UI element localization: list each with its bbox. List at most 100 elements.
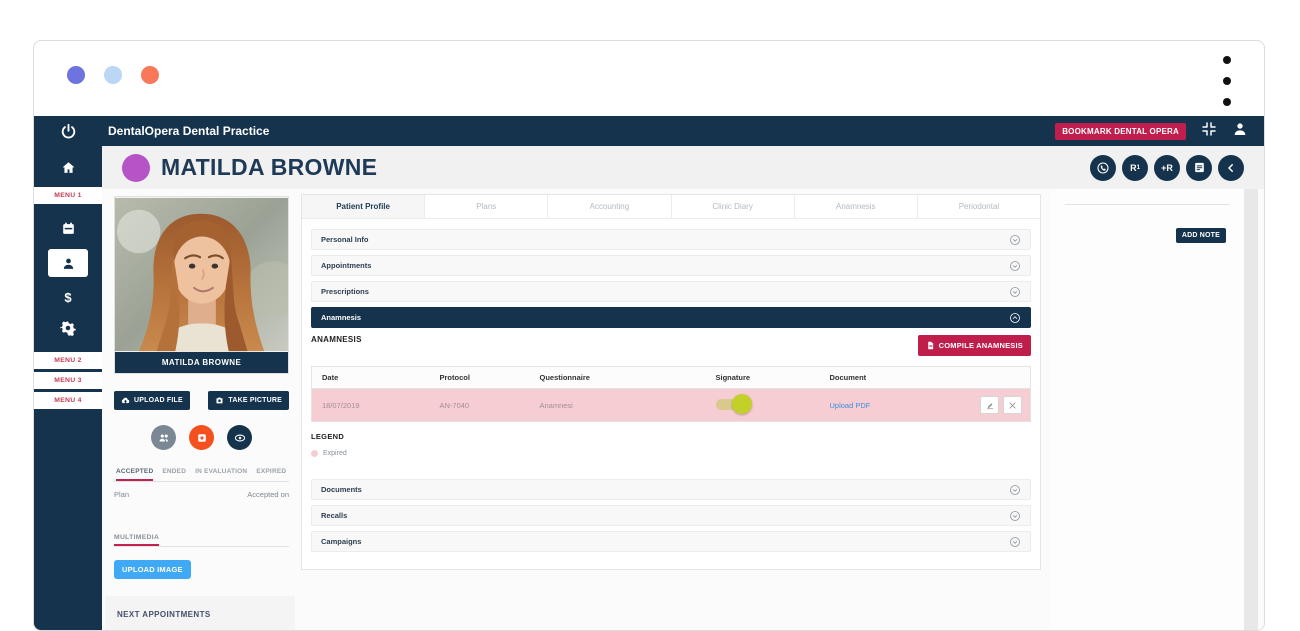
status-tab-expired[interactable]: EXPIRED [256, 468, 287, 475]
tab-patient-profile[interactable]: Patient Profile [302, 195, 426, 218]
people-icon [158, 433, 168, 441]
take-picture-button[interactable]: TAKE PICTURE [208, 391, 289, 410]
signature-toggle[interactable] [715, 393, 752, 414]
window-dot-orange-icon [141, 66, 159, 84]
next-appointments-title: NEXT APPOINTMENTS [117, 610, 211, 619]
cell-document: Upload PDF [819, 388, 970, 422]
col-signature: Signature [705, 366, 820, 389]
window-dots [67, 66, 159, 84]
patient-profile-card: Patient Profile Plans Accounting Clinic … [301, 194, 1041, 570]
sidebar-item-settings[interactable] [60, 320, 76, 336]
tab-clinic-diary[interactable]: Clinic Diary [672, 195, 795, 218]
accordion-personal-info[interactable]: Personal Info [311, 229, 1031, 250]
take-picture-label: TAKE PICTURE [228, 397, 282, 404]
patient-photo-card: MATILDA BROWNE [114, 196, 289, 374]
compile-anamnesis-button[interactable]: COMPILE ANAMNESIS [917, 335, 1031, 356]
col-actions [969, 366, 1031, 389]
scrollbar-track[interactable] [1244, 189, 1258, 630]
kebab-menu-icon[interactable] [1223, 56, 1231, 106]
document-icon [927, 341, 933, 350]
eye-icon [234, 434, 245, 441]
delete-row-button[interactable] [1003, 396, 1022, 414]
sidebar: MENU 1 $ MENU 2 [34, 146, 102, 630]
patient-name: MATILDA BROWNE [161, 154, 378, 180]
upload-image-button[interactable]: UPLOAD IMAGE [114, 560, 191, 579]
sidebar-item-calendar[interactable] [61, 221, 76, 236]
cell-actions [969, 388, 1031, 422]
top-navbar: DentalOpera Dental Practice BOOKMARK DEN… [34, 116, 1264, 146]
notes-panel: ADD NOTE [1051, 189, 1244, 630]
accordion-anamnesis[interactable]: Anamnesis [311, 307, 1031, 328]
power-icon [61, 123, 75, 138]
chevron-down-circle-icon [1010, 286, 1020, 297]
accepted-on-label: Accepted on [247, 490, 289, 499]
edit-row-button[interactable] [980, 396, 999, 414]
tab-periodontal[interactable]: Periodontal [958, 202, 1000, 211]
user-menu-button[interactable] [1232, 121, 1248, 142]
records-button[interactable] [1186, 154, 1212, 181]
sidebar-item-menu1[interactable]: MENU 1 [34, 187, 102, 204]
status-tab-accepted[interactable]: ACCEPTED [116, 468, 154, 481]
compress-icon [1202, 121, 1216, 136]
sidebar-item-patient-active[interactable] [48, 249, 88, 277]
power-button[interactable] [34, 123, 102, 140]
view-button[interactable] [227, 425, 252, 450]
cloud-upload-icon [121, 397, 130, 404]
patients-button[interactable] [151, 425, 176, 450]
chevron-down-circle-icon [1010, 234, 1020, 245]
accordion-documents[interactable]: Documents [311, 479, 1031, 500]
accordion-label: Anamnesis [321, 313, 362, 322]
chevron-down-circle-icon [1010, 484, 1020, 495]
cell-protocol: AN-7040 [429, 388, 530, 422]
chevron-down-circle-icon [1010, 510, 1020, 521]
sidebar-item-menu3[interactable]: MENU 3 [34, 372, 102, 389]
add-prescription-button[interactable]: +R [1154, 154, 1180, 181]
photo-caption: MATILDA BROWNE [115, 352, 288, 373]
record-icon [197, 433, 206, 442]
home-icon [62, 162, 74, 173]
patient-avatar [122, 153, 150, 182]
upload-pdf-link[interactable]: Upload PDF [829, 400, 871, 410]
pencil-icon [986, 403, 993, 410]
back-button[interactable] [1218, 154, 1244, 181]
accordion-label: Prescriptions [321, 287, 369, 296]
toggle-knob [731, 393, 752, 414]
tab-anamnesis[interactable]: Anamnesis [795, 195, 918, 218]
next-appointments-card: NEXT APPOINTMENTS Plan Date 10/06/2021 0… [105, 596, 295, 630]
accordion-recalls[interactable]: Recalls [311, 505, 1031, 526]
profile-tabs: Patient Profile Plans Accounting Clinic … [302, 195, 1040, 219]
accordion-label: Recalls [321, 511, 348, 520]
accordion-label: Campaigns [321, 537, 362, 546]
status-tab-ended[interactable]: ENDED [162, 468, 187, 475]
legend: LEGEND Expired [311, 432, 1031, 457]
compile-anamnesis-label: COMPILE ANAMNESIS [938, 341, 1023, 350]
whatsapp-icon [1097, 161, 1109, 174]
multimedia-tab[interactable]: MULTIMEDIA [114, 534, 160, 546]
chevron-down-circle-icon [1010, 260, 1020, 271]
bookmark-button[interactable]: BOOKMARK DENTAL OPERA [1055, 122, 1186, 140]
record-video-button[interactable] [189, 425, 214, 450]
status-tab-in-evaluation[interactable]: IN EVALUATION [195, 468, 248, 475]
accordion-appointments[interactable]: Appointments [311, 255, 1031, 276]
upload-file-label: UPLOAD FILE [134, 397, 183, 404]
upload-file-button[interactable]: UPLOAD FILE [114, 391, 190, 410]
add-note-button[interactable]: ADD NOTE [1175, 228, 1226, 243]
anamnesis-table-header-row: Date Protocol Questionnaire Signature Do… [311, 366, 1031, 389]
compress-button[interactable] [1201, 121, 1217, 142]
sidebar-item-home[interactable] [61, 160, 76, 175]
accordion-campaigns[interactable]: Campaigns [311, 531, 1031, 552]
accordion-prescriptions[interactable]: Prescriptions [311, 281, 1031, 302]
cell-date: 18/07/2019 [311, 388, 430, 422]
sidebar-item-menu4[interactable]: MENU 4 [34, 392, 102, 409]
tab-plans[interactable]: Plans [425, 195, 549, 218]
sidebar-item-billing[interactable]: $ [64, 290, 72, 305]
cell-signature [705, 388, 820, 422]
whatsapp-button[interactable] [1090, 154, 1116, 181]
notes-divider [1065, 204, 1230, 205]
sidebar-item-menu2[interactable]: MENU 2 [34, 352, 102, 369]
tab-accounting[interactable]: Accounting [548, 195, 672, 218]
col-date: Date [311, 366, 430, 389]
